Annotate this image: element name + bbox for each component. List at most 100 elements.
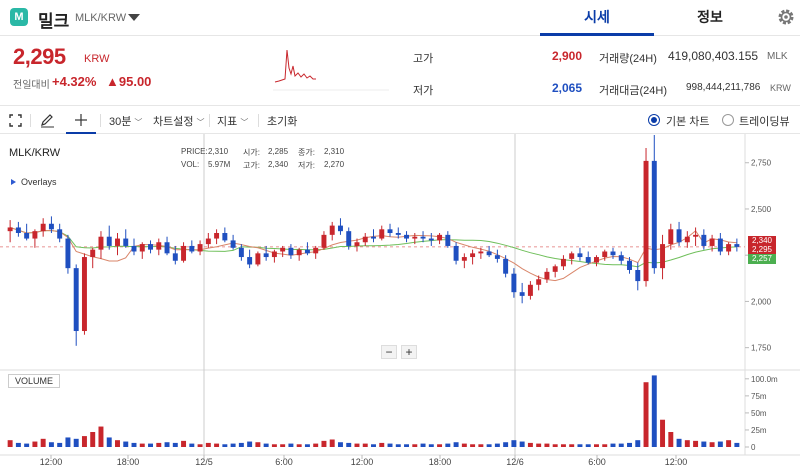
volume-bar xyxy=(503,442,509,447)
indicators-menu[interactable]: 지표 ﹀ xyxy=(217,113,248,129)
tab-quote[interactable]: 시세 xyxy=(540,0,654,36)
trade-value: 998,444,211,786 xyxy=(686,82,761,93)
candle-body xyxy=(668,229,674,245)
tradingview-label[interactable]: 트레이딩뷰 xyxy=(739,116,790,128)
candle-body xyxy=(106,236,112,246)
candle-body xyxy=(280,247,286,252)
candle-body xyxy=(321,234,327,248)
candle-body xyxy=(230,240,236,248)
volume-bar xyxy=(461,443,467,447)
volume-bar xyxy=(48,442,54,447)
candle-body xyxy=(494,255,500,259)
volume-bar xyxy=(519,441,525,447)
chart-settings-menu[interactable]: 차트설정 ﹀ xyxy=(153,113,205,129)
low-label-chart: 저가: xyxy=(298,161,315,170)
volume-bar xyxy=(379,442,385,447)
basic-chart-label[interactable]: 기본 차트 xyxy=(666,116,710,128)
coin-pair[interactable]: MLK/KRW xyxy=(75,12,127,24)
volume-tick-label: 75m xyxy=(751,392,767,401)
volume-bar xyxy=(57,442,63,447)
x-tick-label: 12/5 xyxy=(195,457,213,467)
volume-bar xyxy=(478,444,484,447)
toolbar-divider xyxy=(209,114,210,127)
candle-body xyxy=(486,251,492,256)
zoom-in-icon[interactable]: + xyxy=(401,345,417,359)
candle-body xyxy=(577,253,583,258)
chevron-down-icon: ﹀ xyxy=(240,118,249,127)
candle-body xyxy=(445,234,451,246)
pencil-icon[interactable] xyxy=(40,113,55,128)
volume-bar xyxy=(197,444,203,447)
volume-bar xyxy=(453,442,459,447)
price-unit: KRW xyxy=(84,53,110,65)
caret-right-icon xyxy=(11,179,16,185)
volume-tick-label: 100.0m xyxy=(751,375,778,384)
overlays-toggle[interactable]: Overlays xyxy=(11,177,57,187)
crosshair-tool[interactable] xyxy=(66,106,96,134)
chart-toolbar: 30분 ﹀ 차트설정 ﹀ 지표 ﹀ 초기화 기본 차트 트레이딩뷰 xyxy=(0,106,800,134)
chevron-down-icon[interactable] xyxy=(128,14,140,21)
volume-bar xyxy=(726,440,732,447)
volume-bar xyxy=(321,440,327,447)
change-amount: ▲95.00 xyxy=(106,74,152,89)
volume-bar xyxy=(296,444,302,447)
candle-body xyxy=(527,284,533,296)
x-tick-label: 12:00 xyxy=(40,457,63,467)
candle-body xyxy=(40,223,46,232)
tradingview-radio[interactable] xyxy=(722,114,734,126)
candle-body xyxy=(428,238,434,241)
candle-body xyxy=(693,234,699,237)
volume-bar xyxy=(98,426,104,447)
low-value: 2,065 xyxy=(551,81,582,95)
candle-body xyxy=(214,233,220,239)
volume-bar xyxy=(32,441,38,447)
volume-bar xyxy=(544,443,550,447)
price-chart[interactable]: 1,7502,0002,2502,5002,750025m50m75m100.0… xyxy=(0,134,800,469)
volume-bar xyxy=(643,382,649,447)
volume-bar xyxy=(73,438,79,447)
coin-name[interactable]: 밀크 xyxy=(38,12,70,31)
volume-bar xyxy=(40,438,46,447)
volume-bar xyxy=(131,442,137,447)
volume-bar xyxy=(428,444,434,447)
volume-bar xyxy=(156,442,162,447)
zoom-out-icon[interactable]: − xyxy=(381,345,397,359)
volume-bar xyxy=(346,442,352,447)
volume-bar xyxy=(577,444,583,447)
candle-body xyxy=(346,231,352,246)
low-value-chart: 2,270 xyxy=(324,160,345,169)
candle-body xyxy=(395,233,401,235)
toolbar-divider xyxy=(258,114,259,127)
volume-bar xyxy=(304,444,310,447)
volume-bar xyxy=(172,442,178,447)
reset-button[interactable]: 초기화 xyxy=(267,116,298,128)
current-price: 2,295 xyxy=(13,44,66,69)
interval-select[interactable]: 30분 ﹀ xyxy=(109,113,142,129)
candle-body xyxy=(288,247,294,256)
volume-bar xyxy=(651,375,657,447)
volume-bar xyxy=(676,438,682,447)
open-value: 2,285 xyxy=(268,147,289,156)
candle-body xyxy=(585,257,591,263)
volume-bar xyxy=(115,440,120,447)
interval-label: 30분 xyxy=(109,116,132,128)
fullscreen-icon[interactable] xyxy=(9,114,22,127)
chevron-down-icon: ﹀ xyxy=(134,118,143,127)
volume-bar xyxy=(660,419,666,447)
volume-bar xyxy=(371,444,376,447)
basic-chart-radio[interactable] xyxy=(648,114,660,126)
tab-info[interactable]: 정보 xyxy=(697,9,723,25)
volume-bar xyxy=(668,432,674,447)
x-tick-label: 6:00 xyxy=(275,457,293,467)
candle-body xyxy=(247,257,253,265)
volume-bar xyxy=(189,443,195,447)
high-label-chart: 고가: xyxy=(243,161,260,170)
volume-panel-label: VOLUME xyxy=(8,374,60,388)
gear-icon[interactable] xyxy=(776,7,796,27)
candle-body xyxy=(131,245,137,252)
volume-bar xyxy=(337,442,343,447)
top-bar: M 밀크 MLK/KRW 시세 정보 xyxy=(0,0,800,36)
volume-bar xyxy=(263,443,269,447)
y-tick-label: 1,750 xyxy=(751,344,772,353)
volume-bar xyxy=(90,432,96,447)
